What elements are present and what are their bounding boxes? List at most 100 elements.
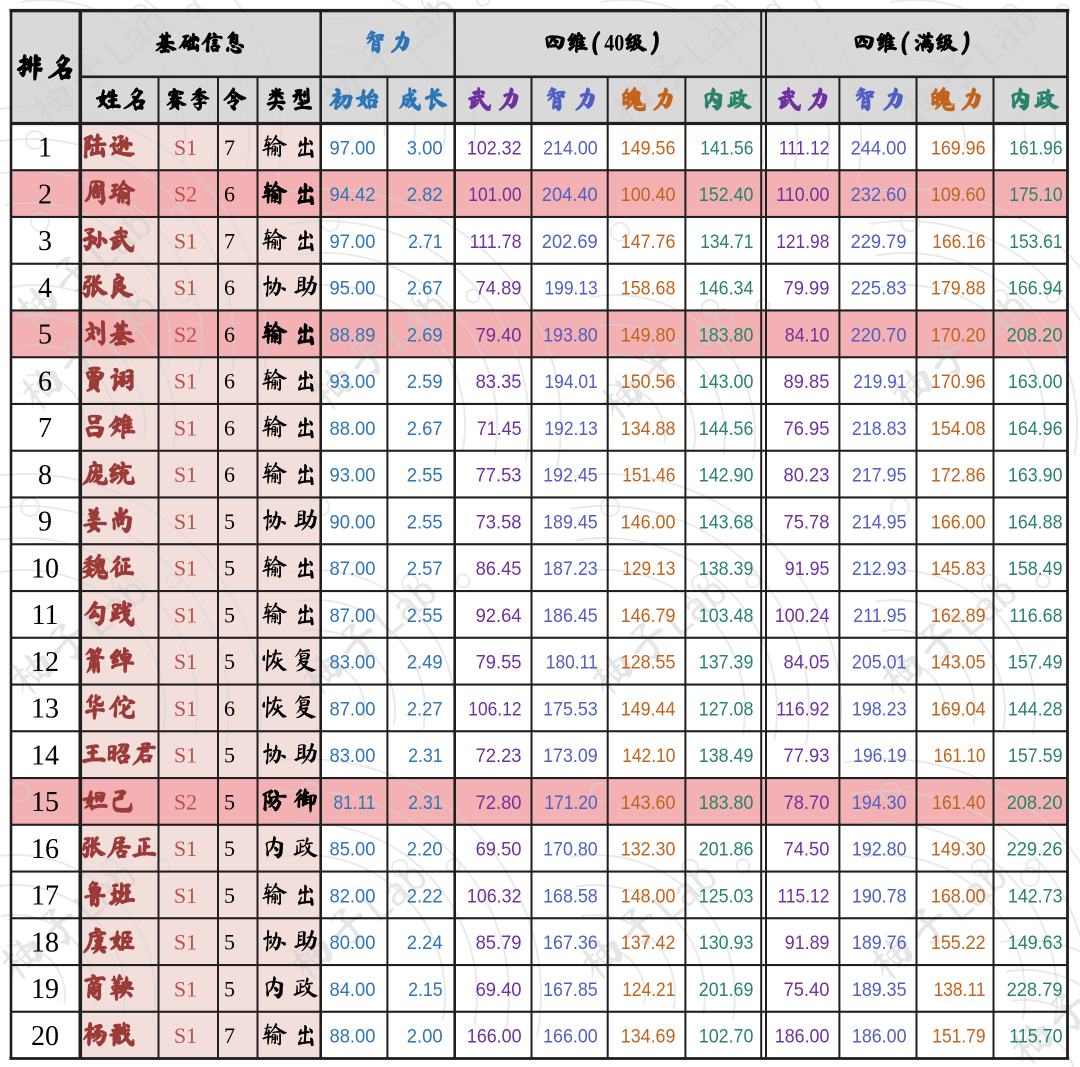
svg-text:101.00: 101.00	[468, 185, 521, 206]
svg-text:124.21: 124.21	[622, 980, 675, 1001]
svg-text:80.23: 80.23	[784, 466, 830, 487]
svg-text:97.00: 97.00	[330, 139, 376, 160]
svg-text:208.20: 208.20	[1007, 793, 1063, 814]
svg-text:166.16: 166.16	[932, 232, 985, 253]
svg-text:2.15: 2.15	[408, 980, 443, 1001]
svg-text:5: 5	[224, 743, 235, 768]
svg-text:2.57: 2.57	[407, 559, 443, 580]
svg-text:80.00: 80.00	[330, 933, 376, 954]
svg-text:211.95: 211.95	[853, 606, 906, 627]
svg-text:92.64: 92.64	[476, 606, 522, 627]
svg-text:137.42: 137.42	[621, 933, 676, 954]
svg-text:20: 20	[31, 1021, 59, 1052]
svg-text:6: 6	[224, 696, 235, 721]
svg-text:149.56: 149.56	[621, 139, 676, 160]
svg-text:138.39: 138.39	[699, 559, 754, 580]
svg-text:2: 2	[38, 179, 52, 210]
svg-text:186.00: 186.00	[775, 1027, 830, 1048]
svg-text:150.56: 150.56	[621, 372, 676, 393]
svg-text:170.96: 170.96	[931, 372, 986, 393]
svg-text:199.13: 199.13	[545, 279, 598, 300]
svg-text:75.40: 75.40	[784, 980, 830, 1001]
svg-text:194.30: 194.30	[852, 793, 907, 814]
svg-text:S1: S1	[174, 228, 197, 253]
svg-text:212.93: 212.93	[852, 559, 907, 580]
svg-text:77.93: 77.93	[784, 746, 830, 767]
svg-text:79.40: 79.40	[476, 326, 522, 347]
svg-text:149.30: 149.30	[931, 840, 986, 861]
svg-text:90.00: 90.00	[330, 513, 376, 534]
svg-text:5: 5	[224, 836, 235, 861]
svg-text:84.00: 84.00	[330, 980, 376, 1001]
svg-text:6: 6	[224, 462, 235, 487]
svg-text:13: 13	[31, 694, 59, 725]
svg-text:170.20: 170.20	[931, 326, 986, 347]
svg-text:S1: S1	[174, 556, 197, 581]
svg-text:S1: S1	[174, 415, 197, 440]
svg-text:143.60: 143.60	[621, 793, 676, 814]
svg-text:2.20: 2.20	[407, 840, 443, 861]
svg-text:S2: S2	[174, 182, 197, 207]
svg-text:111.12: 111.12	[779, 139, 830, 160]
svg-text:175.10: 175.10	[1009, 185, 1062, 206]
svg-text:157.49: 157.49	[1008, 653, 1063, 674]
svg-text:17: 17	[31, 881, 59, 912]
svg-text:192.13: 192.13	[545, 419, 598, 440]
svg-text:83.35: 83.35	[476, 372, 522, 393]
svg-text:149.63: 149.63	[1008, 933, 1063, 954]
svg-text:95.00: 95.00	[330, 279, 376, 300]
svg-text:193.80: 193.80	[543, 326, 598, 347]
svg-text:168.58: 168.58	[543, 887, 598, 908]
svg-text:6: 6	[224, 369, 235, 394]
svg-text:S1: S1	[174, 649, 197, 674]
svg-text:183.80: 183.80	[699, 793, 754, 814]
svg-text:78.70: 78.70	[784, 793, 830, 814]
svg-text:1: 1	[38, 133, 52, 164]
svg-text:149.44: 149.44	[621, 700, 676, 721]
svg-text:2.31: 2.31	[408, 746, 443, 767]
svg-text:2.55: 2.55	[407, 513, 443, 534]
svg-text:169.04: 169.04	[931, 700, 986, 721]
svg-text:5: 5	[224, 883, 235, 908]
svg-text:5: 5	[224, 789, 235, 814]
svg-text:79.99: 79.99	[784, 279, 830, 300]
svg-text:72.80: 72.80	[476, 793, 522, 814]
svg-text:130.93: 130.93	[699, 933, 754, 954]
svg-text:84.05: 84.05	[784, 653, 830, 674]
svg-text:7: 7	[224, 1023, 235, 1048]
svg-text:143.05: 143.05	[931, 653, 986, 674]
svg-text:16: 16	[31, 834, 59, 865]
svg-text:194.01: 194.01	[545, 372, 598, 393]
svg-text:2.31: 2.31	[408, 793, 443, 814]
svg-text:167.85: 167.85	[543, 980, 598, 1001]
svg-text:76.95: 76.95	[784, 419, 830, 440]
svg-text:173.09: 173.09	[543, 746, 598, 767]
svg-text:166.00: 166.00	[467, 1027, 522, 1048]
svg-text:116.92: 116.92	[776, 700, 829, 721]
svg-text:84.10: 84.10	[785, 326, 830, 347]
svg-text:154.08: 154.08	[931, 419, 986, 440]
svg-text:172.86: 172.86	[931, 466, 986, 487]
svg-text:75.78: 75.78	[784, 513, 830, 534]
svg-text:142.10: 142.10	[622, 746, 675, 767]
svg-text:S1: S1	[174, 462, 197, 487]
svg-text:83.00: 83.00	[330, 746, 376, 767]
svg-text:88.00: 88.00	[330, 419, 376, 440]
svg-text:88.00: 88.00	[330, 1027, 376, 1048]
svg-text:S1: S1	[174, 602, 197, 627]
svg-text:14: 14	[31, 740, 59, 771]
svg-text:116.68: 116.68	[1009, 606, 1062, 627]
svg-text:138.11: 138.11	[934, 980, 986, 1001]
svg-text:11: 11	[32, 600, 59, 631]
svg-text:164.96: 164.96	[1008, 419, 1063, 440]
svg-text:6: 6	[224, 182, 235, 207]
svg-text:2.24: 2.24	[407, 933, 443, 954]
svg-text:232.60: 232.60	[851, 185, 907, 206]
svg-text:128.55: 128.55	[621, 653, 676, 674]
svg-text:169.96: 169.96	[931, 139, 986, 160]
svg-text:161.10: 161.10	[934, 746, 986, 767]
svg-text:147.76: 147.76	[621, 232, 676, 253]
svg-text:201.69: 201.69	[699, 980, 754, 1001]
svg-text:2.55: 2.55	[407, 606, 443, 627]
svg-text:244.00: 244.00	[851, 139, 907, 160]
